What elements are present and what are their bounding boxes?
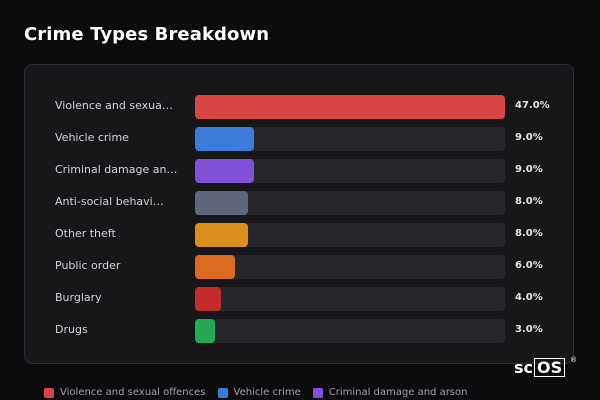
legend-swatch bbox=[44, 387, 54, 398]
bar-value-label: 9.0% bbox=[515, 164, 543, 175]
bar bbox=[195, 223, 248, 247]
bar bbox=[195, 159, 255, 183]
bar bbox=[195, 319, 215, 343]
bar-row: Public order 6.0% bbox=[55, 255, 555, 279]
legend-label: Criminal damage and arson bbox=[328, 387, 468, 398]
bar-track bbox=[195, 159, 505, 183]
bar bbox=[195, 255, 235, 279]
category-label: Anti-social behavi… bbox=[55, 195, 164, 208]
scos-logo: sc OS ® bbox=[514, 356, 577, 377]
bar-value-label: 6.0% bbox=[515, 260, 543, 271]
category-label: Vehicle crime bbox=[55, 131, 129, 144]
legend-swatch bbox=[217, 387, 228, 398]
category-label: Criminal damage an… bbox=[55, 163, 178, 176]
bar-track bbox=[195, 255, 505, 279]
legend-item: Criminal damage and arson bbox=[312, 387, 468, 398]
category-label: Violence and sexua… bbox=[55, 99, 173, 112]
legend-item: Violence and sexual offences bbox=[44, 387, 206, 398]
bar-row: Vehicle crime 9.0% bbox=[55, 127, 555, 151]
bar bbox=[195, 127, 255, 151]
bar bbox=[195, 95, 505, 119]
category-label: Burglary bbox=[55, 291, 102, 304]
category-label: Other theft bbox=[55, 227, 116, 240]
bar bbox=[195, 287, 222, 311]
bar-value-label: 9.0% bbox=[515, 132, 543, 143]
legend-item: Vehicle crime bbox=[217, 387, 301, 398]
bar-value-label: 8.0% bbox=[515, 196, 543, 207]
bar-row: Criminal damage an… 9.0% bbox=[55, 159, 555, 183]
bar-value-label: 4.0% bbox=[515, 292, 543, 303]
legend-label: Vehicle crime bbox=[233, 387, 301, 398]
bar-track bbox=[195, 127, 505, 151]
bar-value-label: 8.0% bbox=[515, 228, 543, 239]
bar-row: Drugs 3.0% bbox=[55, 319, 555, 343]
chart-panel: Violence and sexua… 47.0% Vehicle crime 9.0… bbox=[24, 64, 574, 364]
bar-track bbox=[195, 95, 505, 119]
bar-row: Anti-social behavi… 8.0% bbox=[55, 191, 555, 215]
legend-label: Violence and sexual offences bbox=[60, 387, 206, 398]
bar-row: Violence and sexua… 47.0% bbox=[55, 95, 555, 119]
bar-track bbox=[195, 319, 505, 343]
category-label: Public order bbox=[55, 259, 121, 272]
bar-row: Burglary 4.0% bbox=[55, 287, 555, 311]
category-label: Drugs bbox=[55, 323, 88, 336]
legend-swatch bbox=[312, 387, 323, 398]
chart-title: Crime Types Breakdown bbox=[24, 24, 270, 45]
bar-value-label: 47.0% bbox=[515, 100, 550, 111]
bar-track bbox=[195, 223, 505, 247]
bar-value-label: 3.0% bbox=[515, 324, 543, 335]
bar-track bbox=[195, 287, 505, 311]
bar-row: Other theft 8.0% bbox=[55, 223, 555, 247]
bar bbox=[195, 191, 248, 215]
chart-legend: Violence and sexual offences Vehicle crim… bbox=[44, 387, 467, 398]
bar-track bbox=[195, 191, 505, 215]
